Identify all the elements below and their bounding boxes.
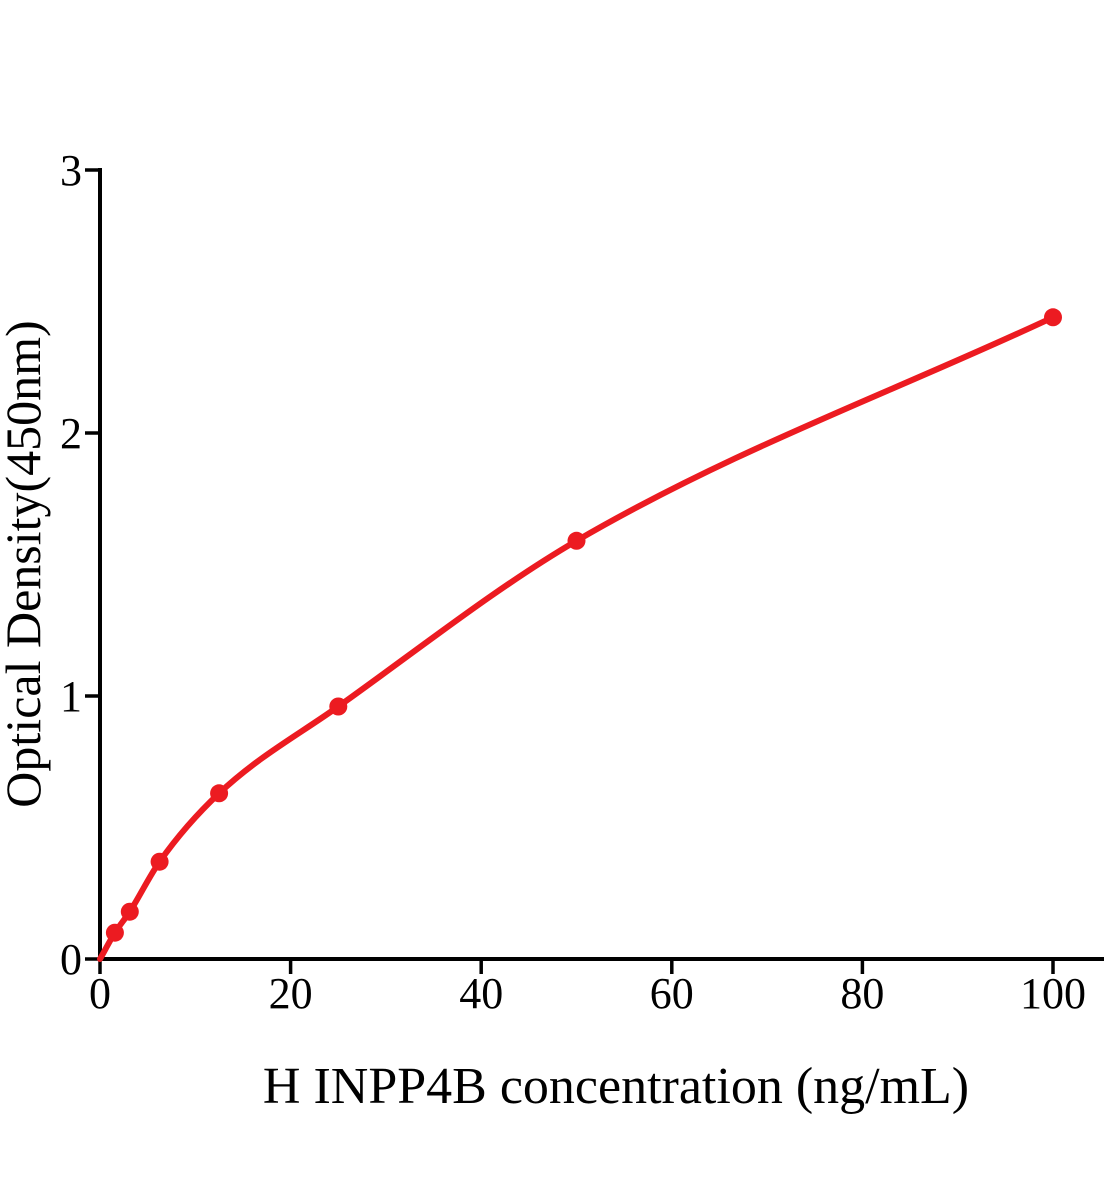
fit-curve (97, 314, 1056, 962)
x-tick-label: 80 (840, 969, 884, 1018)
data-point (105, 923, 124, 942)
data-point (150, 852, 169, 871)
y-tick-label: 0 (60, 935, 82, 984)
data-point (210, 784, 229, 803)
plot-layer: 0 20 40 60 80 100 0 1 2 3 (60, 146, 1104, 1018)
y-tick-label: 3 (60, 146, 82, 195)
data-point (329, 697, 348, 716)
data-point (567, 531, 586, 550)
y-tick-label: 2 (60, 409, 82, 458)
y-tick-label: 1 (60, 672, 82, 721)
x-tick-label: 20 (269, 969, 313, 1018)
y-axis-title: Optical Density(450nm) (0, 320, 51, 807)
x-tick-label: 60 (650, 969, 694, 1018)
x-axis-title: H INPP4B concentration (ng/mL) (263, 1058, 969, 1115)
x-tick-label: 40 (459, 969, 503, 1018)
data-point (1044, 308, 1062, 327)
data-point (120, 902, 139, 921)
x-tick-label: 100 (1020, 969, 1086, 1018)
x-tick-label: 0 (89, 969, 111, 1018)
